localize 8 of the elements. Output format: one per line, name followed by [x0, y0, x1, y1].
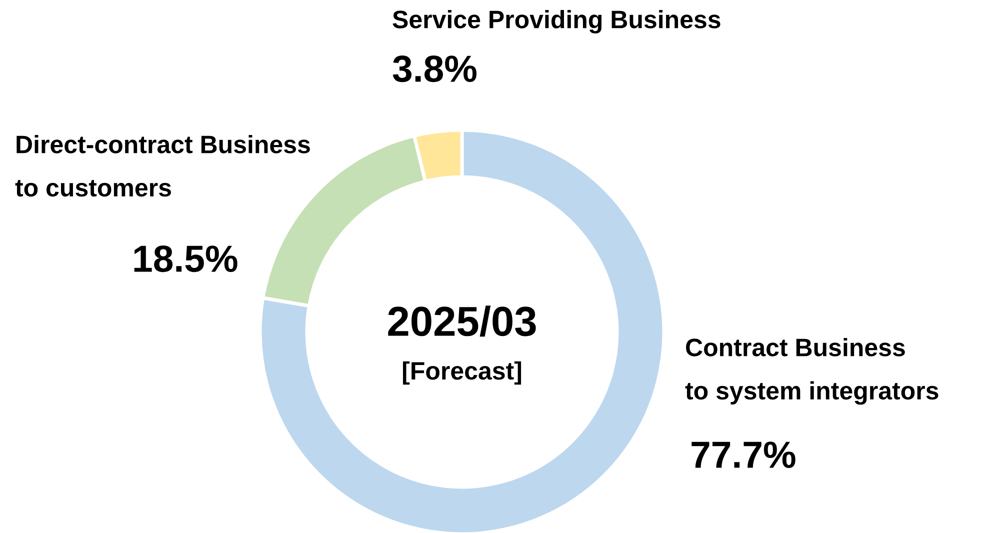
slice-label: Contract Business to system integrators	[685, 338, 938, 405]
text: 2025/03	[388, 306, 536, 337]
data-label: 3.8%	[392, 56, 476, 82]
data-label: 77.7%	[692, 442, 796, 468]
text: [Forecast]	[402, 361, 522, 385]
data-label: 18.5%	[134, 246, 238, 272]
slice-label: Service Providing Business	[392, 10, 720, 34]
slice-label: Direct-contract Business to customers	[15, 135, 310, 197]
